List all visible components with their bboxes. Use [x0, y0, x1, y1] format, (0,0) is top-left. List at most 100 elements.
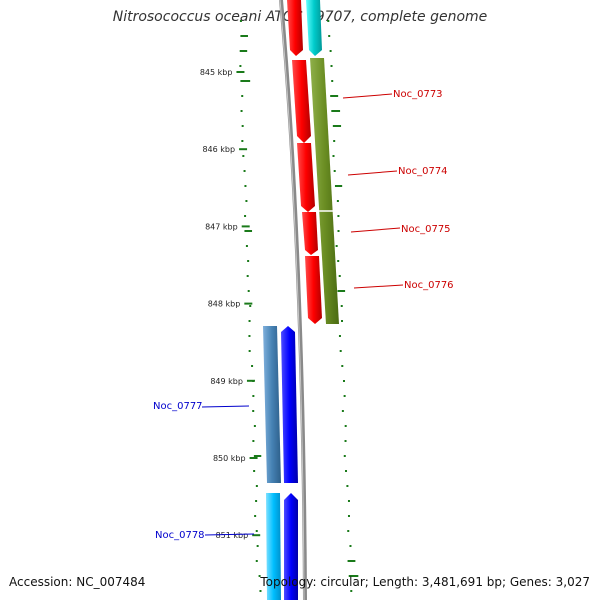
gc-dot — [248, 320, 251, 322]
gc-dot — [253, 470, 256, 472]
gc-skew-dots-right — [327, 20, 359, 592]
backbone-highlight — [279, 0, 305, 600]
cds-feature[interactable] — [284, 493, 298, 600]
cds-feature[interactable] — [302, 212, 318, 255]
gene-label-noc-0777[interactable]: Noc_0777 — [153, 401, 203, 412]
gc-dot — [255, 530, 258, 532]
gc-dot — [255, 560, 258, 562]
reverse-cds-track — [281, 326, 298, 600]
tick-label: 851 kbp — [216, 531, 249, 540]
gc-dot — [346, 485, 349, 487]
forward-cds-track — [287, 0, 322, 324]
tick-label: 846 kbp — [202, 145, 235, 154]
gc-dot — [334, 185, 343, 187]
gc-dot — [240, 80, 251, 82]
gc-dot — [258, 575, 261, 577]
gc-dot — [349, 545, 352, 547]
cds-feature[interactable] — [287, 0, 303, 56]
gc-dot — [252, 410, 255, 412]
cog-feature-green[interactable] — [310, 58, 339, 324]
backbone — [279, 0, 307, 600]
gc-dot — [249, 305, 252, 307]
gc-dot — [337, 230, 340, 232]
gc-dot — [330, 95, 339, 97]
gc-dot — [243, 170, 246, 172]
cds-feature[interactable] — [292, 60, 311, 143]
gc-dot — [348, 575, 359, 577]
tick-label: 847 kbp — [205, 222, 238, 231]
gc-dot — [333, 170, 336, 172]
gc-dot — [331, 80, 334, 82]
forward-cog-track — [306, 0, 339, 324]
gc-dot — [347, 515, 350, 517]
gc-dot — [253, 425, 256, 427]
tick-label: 849 kbp — [210, 377, 243, 386]
gc-dot — [333, 140, 336, 142]
gc-dot — [337, 290, 346, 292]
gc-dot — [350, 590, 353, 592]
gc-dot — [337, 260, 340, 262]
gc-dot — [332, 125, 342, 127]
gc-dot — [344, 440, 347, 442]
gc-dot — [343, 455, 346, 457]
gc-dot — [241, 125, 244, 127]
gc-dot — [336, 200, 339, 202]
gc-dot — [341, 365, 344, 367]
gc-dot — [245, 200, 248, 202]
cog-feature-steel[interactable] — [263, 326, 281, 483]
gc-dot — [341, 320, 344, 322]
gc-dot — [247, 290, 250, 292]
gc-dot — [253, 455, 262, 457]
gc-dot — [338, 335, 341, 337]
gene-label-noc-0774[interactable]: Noc_0774 — [398, 166, 448, 177]
cds-feature[interactable] — [297, 143, 315, 212]
gc-dot — [240, 110, 243, 112]
topology-text: Topology: circular; Length: 3,481,691 bp… — [260, 575, 590, 589]
gc-dot — [343, 395, 346, 397]
tick-label: 850 kbp — [213, 454, 246, 463]
gc-dot — [256, 545, 259, 547]
gc-dot — [241, 140, 244, 142]
gc-skew-dots-left — [239, 20, 262, 592]
gc-dot — [239, 20, 242, 22]
gc-dot — [338, 275, 341, 277]
gene-label-noc-0775[interactable]: Noc_0775 — [401, 224, 451, 235]
reverse-cog-track — [263, 326, 281, 600]
gc-dot — [255, 500, 258, 502]
gc-dot — [327, 20, 330, 22]
gc-dot — [335, 245, 338, 247]
tick-label: 848 kbp — [208, 300, 241, 309]
gc-dot — [247, 260, 250, 262]
gc-dot — [330, 65, 333, 67]
gc-dot — [342, 380, 345, 382]
gc-dot — [240, 35, 248, 37]
gc-dot — [345, 470, 348, 472]
gc-dot — [239, 50, 248, 52]
gc-dot — [339, 350, 342, 352]
cds-feature[interactable] — [305, 256, 322, 324]
gc-dot — [246, 275, 249, 277]
cog-feature-lightblue[interactable] — [266, 493, 281, 600]
kbp-ticks: 845 kbp 846 kbp 847 kbp 848 kbp 849 kbp 850 k… — [200, 68, 261, 540]
gene-label-noc-0776[interactable]: Noc_0776 — [404, 280, 454, 291]
gc-dot — [254, 515, 257, 517]
gc-dot — [242, 155, 245, 157]
gc-dot — [248, 335, 251, 337]
gene-label-noc-0773[interactable]: Noc_0773 — [393, 89, 443, 100]
gc-dot — [329, 50, 332, 52]
gc-dot — [252, 395, 255, 397]
gc-dot — [259, 590, 262, 592]
gc-dot — [331, 110, 341, 112]
gc-dot — [347, 530, 350, 532]
gc-dot — [252, 440, 255, 442]
gc-dot — [244, 185, 247, 187]
gc-dot — [244, 215, 247, 217]
gc-dot — [245, 245, 248, 247]
cds-feature[interactable] — [281, 326, 298, 483]
gc-dot — [255, 485, 258, 487]
gene-label-noc-0778[interactable]: Noc_0778 — [155, 530, 205, 541]
cog-feature-cyan[interactable] — [306, 0, 322, 56]
gc-dot — [347, 500, 350, 502]
gc-dot — [248, 350, 251, 352]
